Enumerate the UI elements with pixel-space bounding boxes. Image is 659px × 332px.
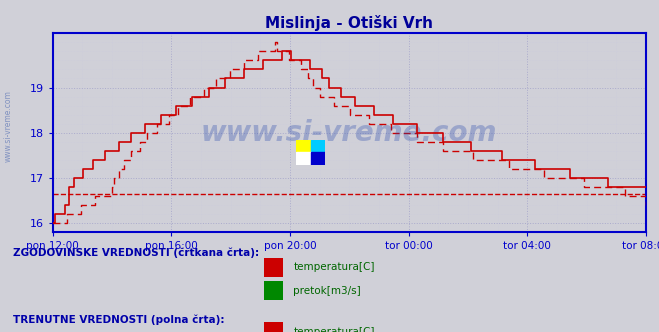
Text: www.si-vreme.com: www.si-vreme.com (3, 90, 13, 162)
Text: pretok[m3/s]: pretok[m3/s] (293, 286, 361, 295)
Title: Mislinja - Otiški Vrh: Mislinja - Otiški Vrh (266, 15, 433, 31)
Text: TRENUTNE VREDNOSTI (polna črta):: TRENUTNE VREDNOSTI (polna črta): (13, 315, 225, 325)
Bar (264, 258, 283, 277)
Bar (264, 322, 283, 332)
Bar (310, 140, 325, 152)
Text: ZGODOVINSKE VREDNOSTI (črtkana črta):: ZGODOVINSKE VREDNOSTI (črtkana črta): (13, 247, 259, 258)
Bar (296, 140, 310, 152)
Bar (264, 281, 283, 300)
Text: temperatura[C]: temperatura[C] (293, 263, 375, 273)
Bar (310, 152, 325, 165)
Text: www.si-vreme.com: www.si-vreme.com (201, 119, 498, 147)
Text: temperatura[C]: temperatura[C] (293, 327, 375, 332)
Bar (296, 152, 310, 165)
